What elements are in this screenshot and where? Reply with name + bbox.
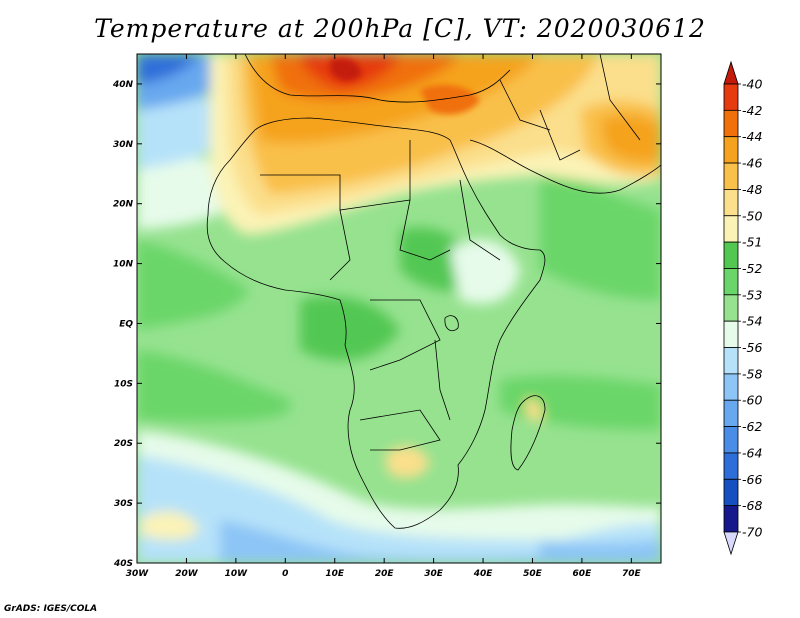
lake-outline [444,315,459,332]
colorbar-swatch [723,189,739,217]
colorbar-swatch [723,109,739,138]
arabia-coastline [469,139,661,194]
x-tick-label: 10W [225,569,249,579]
colorbar-swatch [723,162,739,190]
y-tick-label: 30S [114,499,133,509]
x-tick-label: 50E [523,569,543,579]
y-tick-label: 40S [113,559,133,569]
plot-frame [136,53,662,564]
border-line [539,109,581,161]
x-tick-label: 20E [375,569,395,579]
colorbar-level-label: -56 [742,340,762,355]
x-tick-label: 60E [573,569,593,579]
x-tick-label: 70E [622,569,642,579]
colorbar-level-label: -62 [742,419,762,434]
colorbar-top-arrow [723,60,739,85]
border-line [329,209,351,281]
colorbar-level-label: -70 [742,525,762,540]
colorbar-level-label: -60 [742,393,762,408]
colorbar-level-label: -53 [742,287,762,302]
border-line [599,54,641,141]
colorbar-bottom-arrow [723,531,739,556]
colorbar-swatch [723,347,739,375]
x-tick-label: 30W [126,569,150,579]
x-tick-label: 30E [424,569,444,579]
colorbar-swatch [723,505,739,533]
colorbar-level-label: -44 [742,129,762,144]
y-tick-label: 30N [113,140,134,150]
colorbar-swatch [723,452,739,480]
border-line [359,409,441,451]
border-line [399,199,451,261]
y-tick-label: 10N [113,260,134,270]
colorbar-swatch [723,320,739,348]
colorbar-level-label: -42 [742,103,762,118]
colorbar-swatch [723,478,739,507]
map-title: Temperature at 200hPa [C], VT: 202003061… [94,14,706,43]
border-line [434,339,451,421]
colorbar-level-label: -52 [742,261,762,276]
x-tick-label: 20W [175,569,199,579]
colorbar-swatch [723,268,739,296]
x-tick-label: 0 [282,569,288,579]
colorbar-swatch [723,136,739,164]
border-line [499,79,551,131]
border-line [369,299,441,371]
colorbar-level-label: -66 [742,472,762,487]
colorbar-level-label: -46 [742,156,762,171]
y-tick-label: 20N [113,200,134,210]
border-line [459,179,501,261]
colorbar-level-label: -68 [742,498,762,513]
colorbar-level-label: -48 [742,182,762,197]
axis-ticks: 30W 20W 10W 0 10E 20E 30E 40E 50E 60E 70E 40N 30N 20N… [112,54,661,579]
x-tick-label: 10E [325,569,345,579]
europe-coastline [244,54,511,103]
colorbar-swatch [723,215,739,243]
colorbar-swatch [723,83,739,111]
colorbar-swatch [723,426,739,454]
colorbar-level-label: -50 [742,208,762,223]
colorbar-level-label: -40 [742,77,762,92]
colorbar-level-label: -51 [742,235,762,250]
africa-coastline [206,117,546,529]
x-tick-label: 40E [473,569,494,579]
y-tick-label: 10S [114,379,133,389]
colorbar-swatch [723,399,739,427]
colorbar-swatch [723,294,739,322]
colorbar-level-label: -64 [742,445,762,460]
y-tick-label: 20S [114,439,133,449]
madagascar-coastline [510,395,546,471]
y-tick-label: EQ [119,319,133,329]
colorbar: -40 -42 -44 -46 -48 -50 -51 -52 -53 -54 -56 -58 -60 -… [723,60,762,556]
grads-credit: GrADS: IGES/COLA [4,604,98,614]
y-tick-label: 40N [112,80,134,90]
colorbar-swatch [723,241,739,269]
colorbar-swatch [723,373,739,401]
coastline-borders [206,54,661,529]
colorbar-level-label: -58 [742,366,762,381]
temperature-field [137,54,661,563]
colorbar-level-label: -54 [742,314,762,329]
